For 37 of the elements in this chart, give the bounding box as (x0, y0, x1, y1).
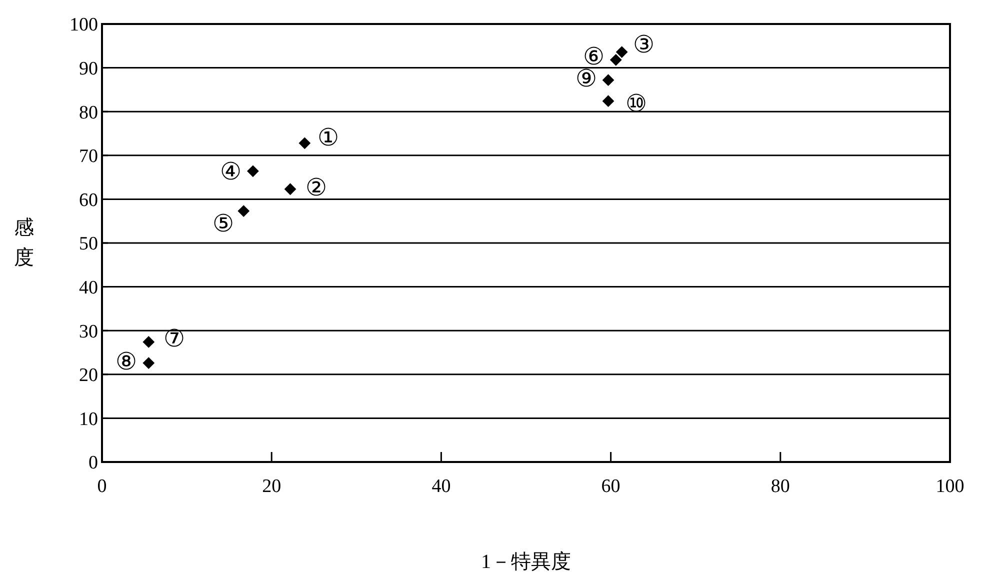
y-tick-label: 40 (79, 277, 98, 298)
x-tick-label: 20 (262, 476, 282, 497)
point (142, 357, 155, 369)
point (298, 137, 311, 150)
y-tick-label: 50 (79, 234, 98, 255)
annotation: ⑨ (575, 66, 598, 92)
annotation: ⑦ (164, 326, 186, 352)
x-tick-label: 100 (936, 476, 964, 497)
point (142, 336, 155, 348)
annotation: ⑤ (212, 211, 235, 238)
point (602, 74, 614, 86)
x-tick-label: 60 (601, 476, 620, 497)
point (247, 165, 259, 178)
y-tick-label: 60 (79, 190, 98, 211)
point (602, 95, 614, 108)
x-tick-label: 80 (770, 476, 790, 497)
x-tick-label: 40 (432, 476, 451, 497)
y-tick-label: 0 (88, 452, 98, 474)
y-tick-label: 90 (79, 58, 98, 80)
y-tick-label: 80 (79, 102, 98, 124)
point (616, 46, 628, 58)
x-axis-title: 1－特異度 (481, 551, 571, 573)
annotation: ① (318, 126, 340, 152)
y-tick-label: 100 (70, 14, 98, 36)
annotation: ③ (632, 32, 655, 58)
point (238, 205, 250, 217)
annotation: ⑧ (116, 349, 138, 376)
y-tick-label: 20 (79, 365, 98, 386)
point (610, 54, 622, 66)
y-tick-label: 30 (79, 321, 98, 342)
y-axis-title: 感度 (14, 217, 34, 269)
point (284, 183, 296, 196)
y-tick-label: 70 (79, 146, 98, 168)
annotation: ② (305, 176, 328, 202)
annotation: ⑩ (625, 91, 648, 118)
annotation: ④ (220, 160, 242, 186)
y-tick-label: 10 (79, 408, 98, 430)
